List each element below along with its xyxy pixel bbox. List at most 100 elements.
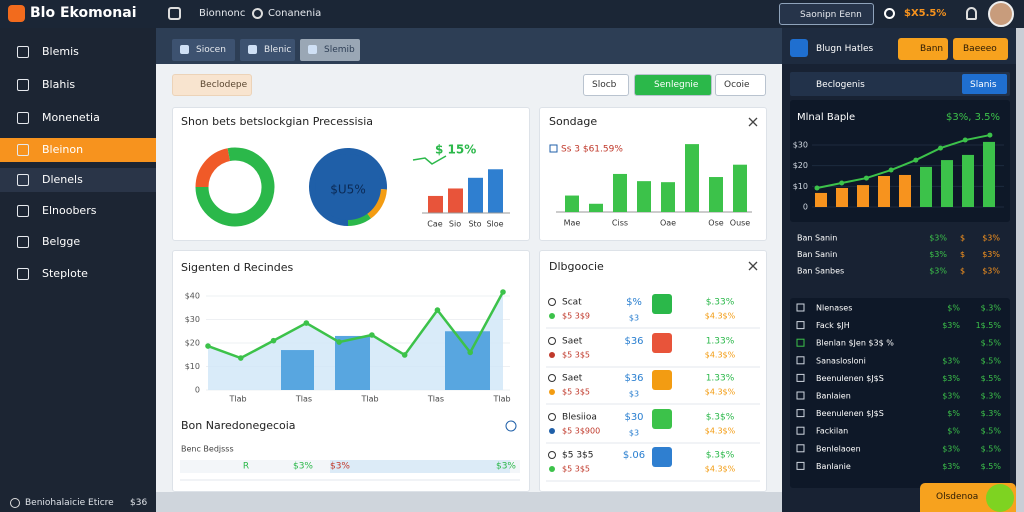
- bell[interactable]: [966, 7, 977, 20]
- section-sub: Benc Bedjsss: [181, 445, 234, 454]
- x-tick-label: Tlab: [492, 395, 510, 404]
- x-tick-label: Cae: [427, 220, 442, 229]
- row-percent: $.33%: [706, 298, 735, 308]
- panel-row-button[interactable]: [962, 74, 1007, 94]
- toolbar-button-label[interactable]: Ocoie: [724, 80, 750, 90]
- bar: [488, 169, 503, 213]
- sidebar-item-hover[interactable]: [0, 168, 156, 192]
- sidebar-item[interactable]: Steplote: [42, 267, 88, 280]
- filter-button[interactable]: [172, 74, 252, 96]
- sidebar-item[interactable]: Belgge: [42, 235, 81, 248]
- card: [539, 107, 767, 241]
- tab-label[interactable]: Siocen: [196, 45, 226, 55]
- tab-icon: [180, 45, 189, 54]
- donut-segment: [195, 147, 275, 227]
- sidebar-item[interactable]: Monenetia: [42, 111, 100, 124]
- tab-label[interactable]: Slemib: [324, 45, 355, 55]
- row-percent: $.3%: [981, 409, 1002, 418]
- donut-segment: [195, 148, 231, 188]
- row-value: $3%: [942, 392, 960, 401]
- sidebar-item-active[interactable]: [0, 138, 156, 162]
- stat-value: $3%: [982, 250, 1000, 259]
- toolbar-button[interactable]: [634, 74, 712, 96]
- nav-link[interactable]: Conanenia: [268, 8, 322, 19]
- toggle: [884, 8, 895, 19]
- pie-label: $U5%: [330, 183, 365, 197]
- sidebar-item[interactable]: Blahis: [42, 78, 76, 91]
- row-percent: $.5%: [981, 374, 1002, 383]
- sidebar-item[interactable]: Dlenels: [42, 173, 83, 186]
- sidebar-item[interactable]: Blemis: [42, 45, 79, 58]
- line-point: [913, 157, 919, 163]
- x-tick-label: Tlas: [427, 395, 444, 404]
- row-value: $%: [947, 409, 960, 418]
- action-icon[interactable]: [986, 484, 1014, 512]
- line-point: [962, 137, 968, 143]
- toolbar-button-label[interactable]: Slocb: [592, 80, 617, 90]
- bar: [468, 177, 483, 213]
- row-icon: [796, 461, 805, 470]
- tab[interactable]: [172, 39, 235, 61]
- row-thumb: [652, 370, 672, 390]
- row-sub: $5 3$5: [562, 465, 590, 474]
- line-point: [839, 180, 845, 186]
- row-value-sub: $3: [629, 390, 639, 399]
- row-value-sub: $3: [629, 429, 639, 438]
- toolbar-button[interactable]: [583, 74, 629, 96]
- row-name: Nlenases: [816, 304, 852, 313]
- stat-sep: $: [960, 250, 965, 259]
- row-icon: [796, 303, 805, 312]
- sidebar-item[interactable]: Elnoobers: [42, 204, 97, 217]
- bar: [709, 177, 723, 212]
- row-icon: [796, 373, 805, 382]
- y-tick-label: 0: [195, 386, 200, 395]
- row-name: Scat: [562, 298, 582, 308]
- panel-button[interactable]: [953, 38, 1008, 60]
- sidebar-icon: [17, 112, 29, 124]
- row-percent-sub: $4.3$%: [705, 465, 736, 474]
- row-percent: 1.33%: [706, 337, 735, 347]
- y-tick-label: $10: [793, 182, 808, 191]
- panel-row-button-label[interactable]: Slanis: [970, 80, 997, 90]
- section-title: Bon Naredonegecoia: [181, 419, 296, 432]
- row-percent: $.3$%: [706, 413, 735, 423]
- tab[interactable]: [240, 39, 295, 61]
- y-tick-label: $20: [793, 161, 808, 170]
- panel-button-label[interactable]: Baeeeo: [963, 44, 997, 54]
- toolbar-button-label[interactable]: Senlegnie: [654, 80, 699, 90]
- table-cell: $3%: [293, 462, 313, 472]
- line-point: [814, 185, 820, 191]
- row-icon-small: [549, 352, 555, 358]
- panel-button[interactable]: [898, 38, 948, 60]
- toolbar-button[interactable]: [715, 74, 766, 96]
- x-tick-label: Ose: [708, 219, 723, 228]
- filter-label[interactable]: Beclodepe: [200, 80, 248, 90]
- panel-button-label[interactable]: Bann: [920, 44, 944, 54]
- stat-value: $3%: [982, 267, 1000, 276]
- tab[interactable]: [300, 39, 360, 61]
- stat-name: Ban Sanbes: [797, 267, 844, 276]
- row-icon-small: [549, 428, 555, 434]
- sidebar-icon: [17, 268, 29, 280]
- row-name: Beenulenen $J$S: [816, 409, 884, 418]
- row-percent: 1.33%: [706, 374, 735, 384]
- sidebar-item[interactable]: Bleinon: [42, 143, 84, 156]
- row-thumb: [652, 409, 672, 429]
- action-label[interactable]: Olsdenoa: [936, 492, 979, 502]
- search-box[interactable]: Saonipn Eenn: [779, 3, 874, 25]
- y-tick-label: $20: [185, 339, 200, 348]
- row-icon: [796, 409, 805, 418]
- row-sub: $5 3$5: [562, 351, 590, 360]
- row-name: Saet: [562, 337, 583, 347]
- line-point: [467, 349, 474, 356]
- line-point: [401, 352, 408, 358]
- bar: [962, 154, 974, 207]
- nav-link[interactable]: Bionnonc: [199, 8, 246, 19]
- avatar[interactable]: [988, 1, 1014, 27]
- line-point: [863, 175, 869, 181]
- tab-label[interactable]: Blenic: [264, 45, 292, 55]
- bar: [565, 195, 579, 212]
- stat-value: $3%: [929, 250, 947, 259]
- line-point: [434, 307, 441, 313]
- line-point: [237, 355, 244, 361]
